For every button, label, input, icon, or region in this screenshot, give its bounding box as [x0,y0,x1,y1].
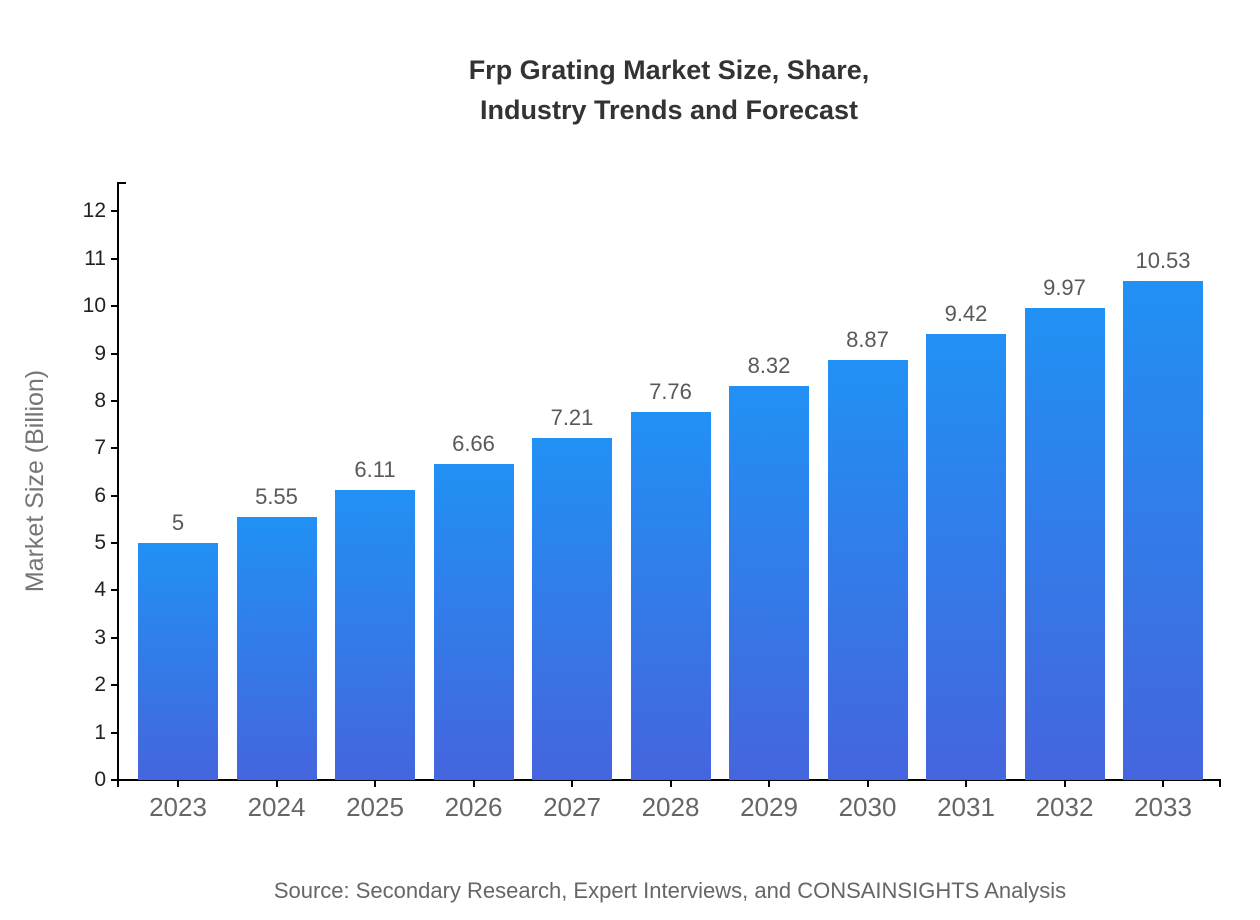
y-tick-label: 4 [94,578,106,602]
bar-value-label: 9.97 [1043,274,1086,300]
x-tick [374,781,376,787]
bar [335,490,415,780]
bar-value-label: 5 [171,510,185,536]
x-tick [571,781,573,787]
y-tick [111,305,117,308]
x-tick-label: 2024 [247,792,306,822]
bar [1024,307,1105,780]
x-axis-left-cap [117,781,119,787]
x-tick [1162,781,1164,787]
chart-title-line-2: Industry Trends and Forecast [479,95,859,125]
y-tick-label: 1 [94,720,106,744]
x-axis-line [117,779,1221,781]
x-tick-label: 2027 [543,792,601,822]
x-tick [1063,781,1066,787]
bar [827,359,908,780]
chart-title-line-1: Frp Grating Market Size, Share, [468,55,870,85]
bar-value-label: 6.11 [354,457,396,483]
bar-value-label: 8.87 [846,326,889,352]
y-tick-label: 7 [94,436,106,460]
y-tick [111,399,117,402]
y-tick-label: 3 [94,625,106,649]
bar-value-label: 7.76 [649,379,692,405]
y-tick [111,542,117,545]
y-tick-label: 10 [82,294,106,318]
x-tick-label: 2029 [740,792,798,822]
x-tick [275,781,278,787]
bar-value-label: 7.21 [550,405,594,431]
bar [926,333,1006,780]
x-tick-label: 2023 [149,792,207,822]
y-tick [111,257,117,260]
y-tick-label: 9 [94,341,106,365]
bar-value-label: 6.66 [452,431,495,457]
x-tick [866,781,869,787]
bar [1123,281,1203,780]
y-tick-label: 2 [94,673,106,697]
x-tick-label: 2031 [937,792,995,822]
y-tick [111,210,117,213]
bar [138,543,218,780]
source-note: Source: Secondary Research, Expert Inter… [273,878,1067,903]
x-tick [177,781,179,787]
x-tick-label: 2032 [1035,792,1094,822]
y-tick [111,636,117,639]
y-tick [111,589,117,592]
y-tick-label: 8 [94,388,106,412]
y-tick [111,731,117,734]
bar [433,464,514,780]
x-tick-label: 2025 [346,792,404,822]
bar-value-label: 5.55 [255,484,298,510]
y-tick [111,494,117,497]
x-axis-right-cap [1219,781,1221,787]
y-tick-label: 0 [94,768,106,791]
bar [729,385,809,780]
y-tick [111,779,117,781]
bar [630,412,711,780]
bar-value-label: 8.32 [747,352,791,378]
x-tick [965,781,967,787]
y-tick-label: 12 [82,199,106,223]
x-tick [669,781,672,787]
y-axis-top-cap [117,182,126,184]
y-tick-label: 5 [94,531,106,555]
y-tick-label: 6 [94,483,106,507]
x-tick [472,781,475,787]
bar-value-label: 10.53 [1135,248,1191,274]
bar-value-label: 9.42 [944,300,988,326]
x-tick-label: 2026 [444,792,503,822]
y-tick-label: 11 [84,246,106,270]
chart-title: Frp Grating Market Size, Share, Industry… [118,50,1220,130]
bar [532,438,612,780]
x-tick [768,781,770,787]
y-tick [111,447,117,450]
y-tick [111,684,117,687]
x-tick-label: 2028 [641,792,700,822]
bar [236,517,317,780]
y-tick [111,352,117,355]
x-tick-label: 2033 [1134,792,1192,822]
x-tick-label: 2030 [838,792,897,822]
y-axis-line [117,182,119,782]
